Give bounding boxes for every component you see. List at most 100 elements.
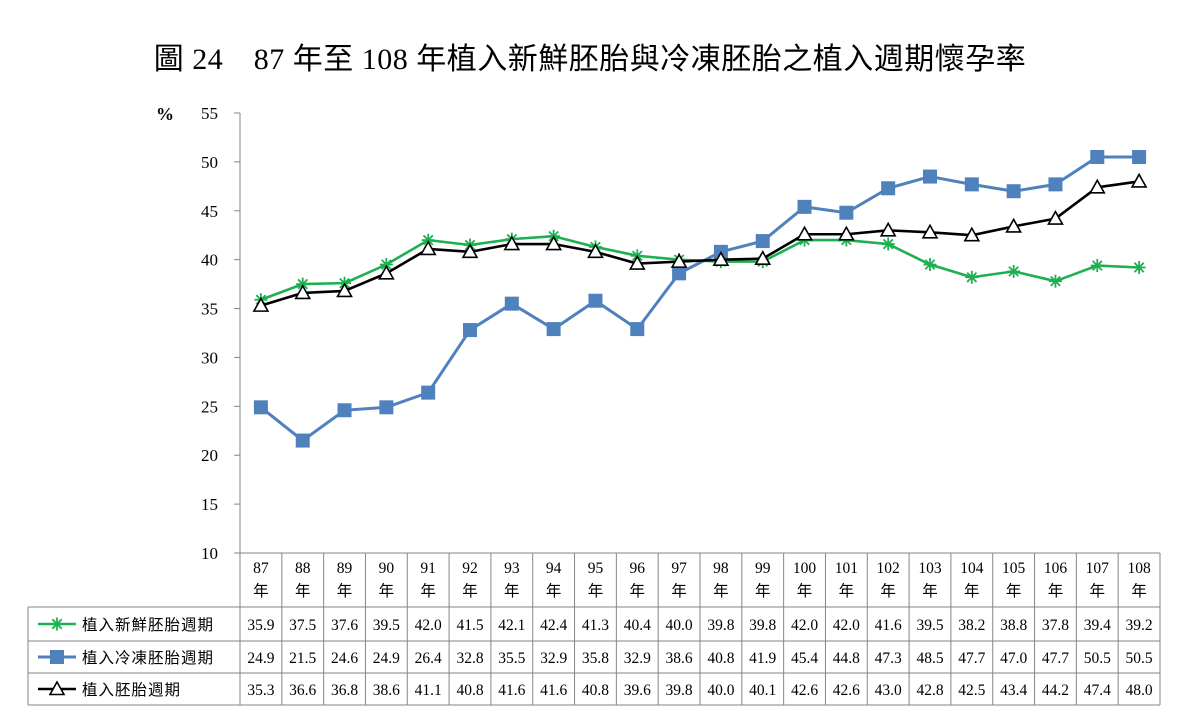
table-value: 39.4 xyxy=(1084,617,1111,634)
table-value: 41.3 xyxy=(582,617,609,634)
x-category-label: 93 xyxy=(504,560,520,577)
y-axis-unit: % xyxy=(156,104,174,124)
table-value: 48.5 xyxy=(916,650,943,667)
table-value: 35.3 xyxy=(247,682,274,699)
x-category-label: 96 xyxy=(630,560,646,577)
table-value: 41.9 xyxy=(749,650,776,667)
data-point xyxy=(1007,264,1021,278)
data-point xyxy=(797,199,812,214)
x-category-label: 104 xyxy=(960,560,984,577)
chart-title: 圖 24 87 年至 108 年植入新鮮胚胎與冷凍胚胎之植入週期懷孕率 xyxy=(153,43,1027,76)
x-category-unit: 年 xyxy=(337,582,353,600)
x-category-label: 97 xyxy=(671,560,687,577)
data-point xyxy=(1132,150,1147,164)
legend-entry: 植入新鮮胚胎週期 xyxy=(38,616,214,634)
legend-marker xyxy=(50,617,64,631)
data-point xyxy=(670,252,688,268)
x-category-unit: 年 xyxy=(755,582,771,600)
y-tick-label: 50 xyxy=(201,153,218,172)
table-value: 50.5 xyxy=(1126,650,1153,667)
x-category-label: 94 xyxy=(546,560,562,577)
table-value: 39.5 xyxy=(373,617,400,634)
data-point xyxy=(545,235,563,251)
x-category-unit: 年 xyxy=(420,582,436,600)
series-3 xyxy=(252,172,1148,312)
table-value: 41.6 xyxy=(540,682,567,699)
table-value: 45.4 xyxy=(791,650,818,667)
data-point xyxy=(923,169,937,184)
data-point xyxy=(1047,209,1064,225)
table-value: 35.9 xyxy=(247,617,274,634)
data-point xyxy=(504,296,519,311)
table-value: 32.9 xyxy=(624,650,651,667)
table-value: 36.6 xyxy=(289,682,316,699)
data-point xyxy=(1088,178,1106,194)
data-point xyxy=(964,177,979,192)
table-value: 38.8 xyxy=(1000,617,1027,634)
legend-label: 植入新鮮胚胎週期 xyxy=(82,616,214,634)
table-value: 39.8 xyxy=(749,617,776,634)
data-point xyxy=(588,293,603,308)
table-value: 48.0 xyxy=(1126,682,1153,699)
legend-marker xyxy=(50,650,64,664)
table-value: 39.8 xyxy=(666,682,693,699)
x-category-label: 92 xyxy=(462,560,478,577)
data-point xyxy=(881,181,896,196)
table-value: 41.5 xyxy=(456,617,483,634)
x-category-label: 89 xyxy=(337,560,353,577)
table-value: 32.8 xyxy=(456,650,483,667)
table-value: 47.3 xyxy=(875,650,902,667)
table-value: 32.9 xyxy=(540,650,567,667)
x-category-unit: 年 xyxy=(671,582,687,600)
table-value: 42.4 xyxy=(540,617,567,634)
data-point xyxy=(672,266,687,281)
table-value: 38.2 xyxy=(958,617,985,634)
x-category-unit: 年 xyxy=(630,582,646,600)
y-tick-label: 40 xyxy=(201,251,218,270)
x-category-unit: 年 xyxy=(504,582,520,600)
x-category-unit: 年 xyxy=(1131,582,1147,600)
table-value: 47.4 xyxy=(1084,682,1111,699)
x-category-label: 90 xyxy=(379,560,395,577)
table-value: 42.5 xyxy=(958,682,985,699)
x-category-label: 87 xyxy=(253,560,269,577)
x-category-unit: 年 xyxy=(379,582,395,600)
data-point xyxy=(754,250,772,265)
x-category-label: 108 xyxy=(1127,560,1151,577)
table-value: 40.1 xyxy=(749,682,776,699)
data-point xyxy=(628,254,646,270)
data-point xyxy=(1048,177,1063,192)
y-tick-label: 55 xyxy=(201,104,218,123)
table-value: 47.7 xyxy=(1042,650,1069,667)
y-tick-label: 45 xyxy=(201,202,218,221)
table-value: 44.2 xyxy=(1042,682,1069,699)
data-point xyxy=(336,282,353,298)
data-point xyxy=(1048,274,1062,288)
x-category-unit: 年 xyxy=(462,582,478,600)
x-category-unit: 年 xyxy=(1090,582,1106,600)
x-category-label: 102 xyxy=(877,560,900,577)
data-point xyxy=(923,258,937,272)
table-value: 26.4 xyxy=(415,650,442,667)
table-value: 40.8 xyxy=(456,682,483,699)
legend-entry: 植入冷凍胚胎週期 xyxy=(38,649,214,667)
table-value: 37.6 xyxy=(331,617,358,634)
table-value: 35.5 xyxy=(498,650,525,667)
series-2 xyxy=(253,150,1147,448)
x-category-label: 91 xyxy=(420,560,436,577)
series-line xyxy=(260,234,1140,301)
y-axis: 10 15 20 25 30 35 40 45 50 55% xyxy=(156,104,241,563)
table-value: 38.6 xyxy=(666,650,693,667)
data-point xyxy=(294,284,312,300)
table-value: 47.0 xyxy=(1000,650,1027,667)
table-value: 40.4 xyxy=(624,617,651,634)
data-point xyxy=(712,251,730,266)
legend-marker xyxy=(48,680,66,696)
legend-label: 植入冷凍胚胎週期 xyxy=(82,649,214,667)
table-value: 39.5 xyxy=(916,617,943,634)
x-category-unit: 年 xyxy=(839,582,855,600)
data-point xyxy=(295,433,310,448)
x-category-unit: 年 xyxy=(1048,582,1064,600)
x-category-unit: 年 xyxy=(713,582,729,600)
